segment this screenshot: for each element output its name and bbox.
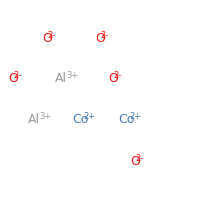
- Text: 2-: 2-: [14, 71, 22, 80]
- Text: Co: Co: [72, 113, 88, 126]
- Text: 2-: 2-: [48, 31, 56, 40]
- Text: 3+: 3+: [39, 112, 51, 121]
- Text: O: O: [130, 155, 140, 168]
- Text: O: O: [108, 72, 118, 85]
- Text: Al: Al: [28, 113, 40, 126]
- Text: 2+: 2+: [129, 112, 141, 121]
- Text: 2-: 2-: [101, 31, 109, 40]
- Text: 2-: 2-: [114, 71, 122, 80]
- Text: O: O: [8, 72, 18, 85]
- Text: Co: Co: [118, 113, 134, 126]
- Text: O: O: [95, 32, 105, 45]
- Text: 3+: 3+: [66, 71, 78, 80]
- Text: 2+: 2+: [83, 112, 95, 121]
- Text: Al: Al: [55, 72, 67, 85]
- Text: 2-: 2-: [136, 154, 144, 163]
- Text: O: O: [42, 32, 52, 45]
